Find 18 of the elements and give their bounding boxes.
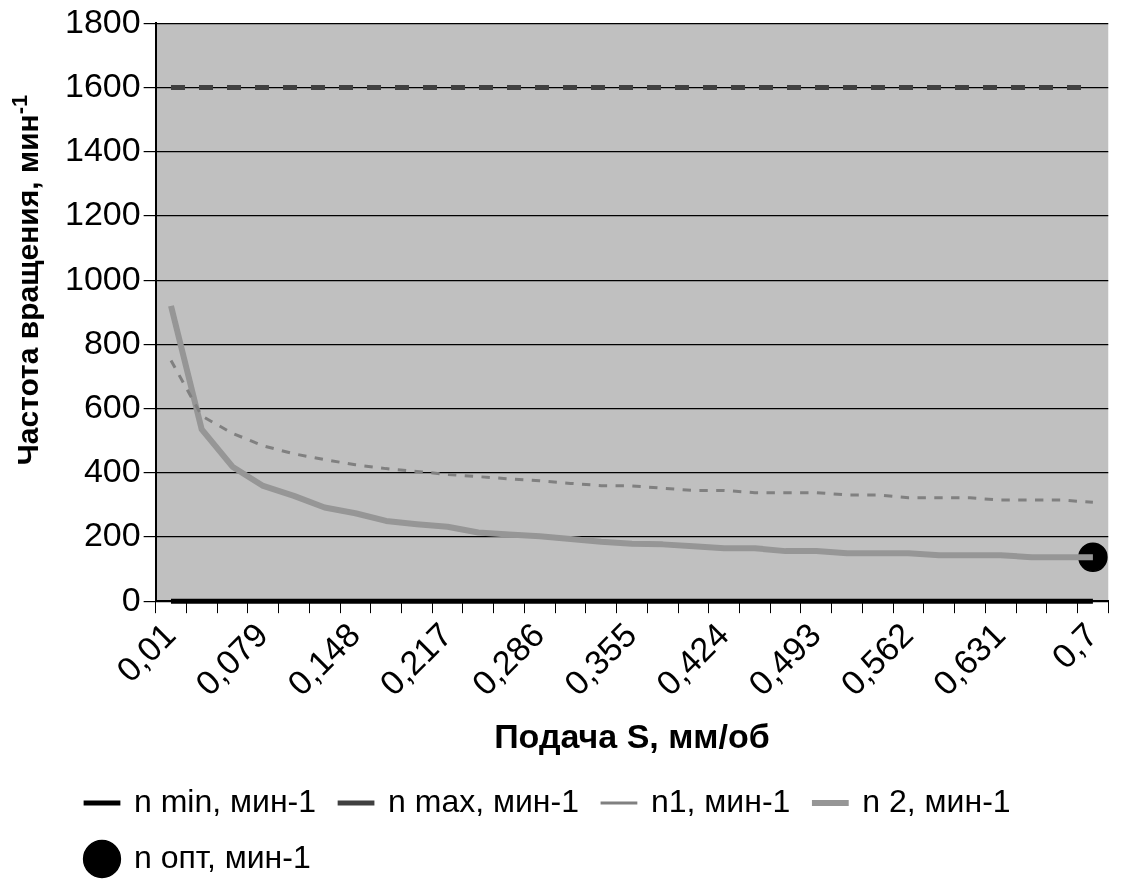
y-tick-label: 1400 <box>65 130 141 169</box>
y-tick-label: 1000 <box>65 258 141 297</box>
x-tick-label: 0,01 <box>108 615 183 689</box>
y-tick-label: 1600 <box>65 65 141 104</box>
legend-label: n max, мин-1 <box>388 782 579 819</box>
y-tick-label: 400 <box>83 451 141 490</box>
legend-label: n 2, мин-1 <box>862 782 1011 819</box>
legend-label: n min, мин-1 <box>134 782 317 819</box>
y-tick-label: 600 <box>83 386 141 425</box>
x-axis-title: Подача S, мм/об <box>494 716 770 755</box>
y-tick-label: 1800 <box>65 1 141 40</box>
legend-label: n1, мин-1 <box>650 782 791 819</box>
y-tick-label: 1200 <box>65 194 141 233</box>
y-tick-label: 200 <box>83 515 141 554</box>
y-tick-label: 800 <box>83 322 141 361</box>
x-tick-label: 0,7 <box>1044 615 1105 676</box>
y-tick-label: 0 <box>121 579 141 618</box>
legend-label: n опт, мин-1 <box>134 838 311 875</box>
